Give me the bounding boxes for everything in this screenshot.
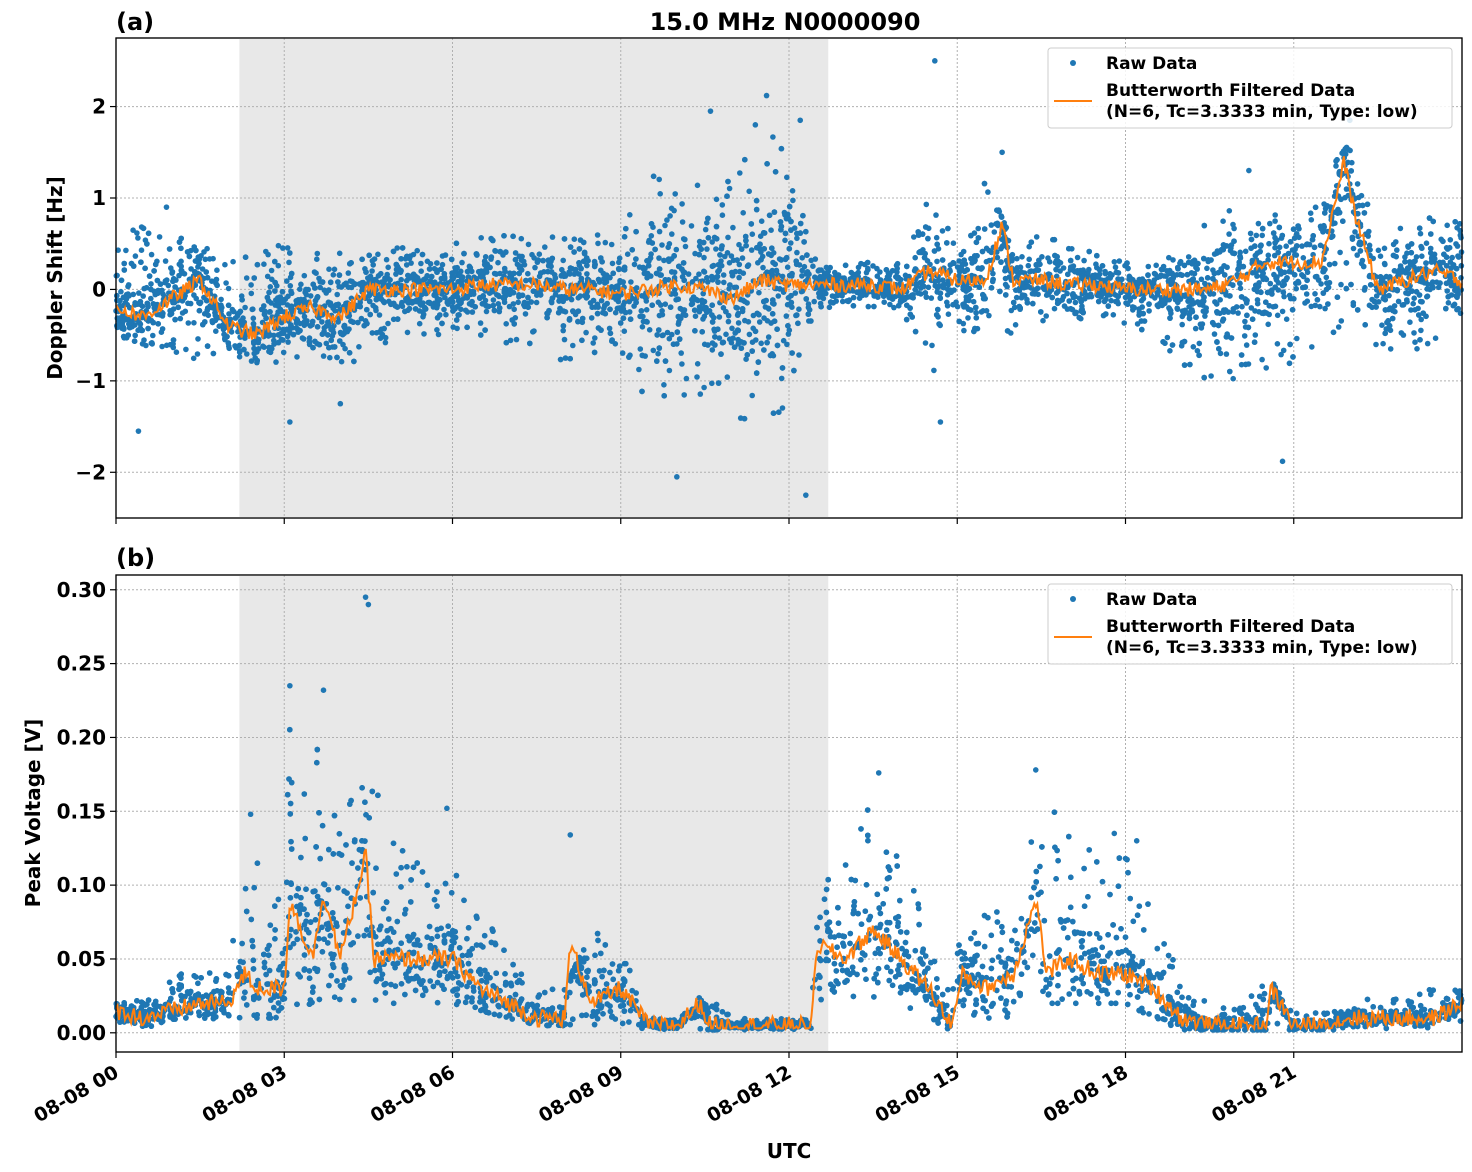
panel-b-filtered-series xyxy=(115,848,1463,1033)
raw-outlier-point xyxy=(752,122,759,128)
panel-b-legend-raw-marker xyxy=(1070,596,1076,602)
y-tick-label: 2 xyxy=(92,95,106,119)
filtered-data-line xyxy=(115,848,1463,1033)
raw-outlier-point xyxy=(362,594,369,600)
x-tick-label: 08-08 12 xyxy=(703,1061,795,1127)
raw-outlier-point xyxy=(247,811,254,818)
y-tick-label: 0.20 xyxy=(57,725,106,749)
raw-outlier-point xyxy=(287,419,293,425)
raw-outlier-point xyxy=(1246,167,1252,174)
panel-b-legend-filtered-label: Butterworth Filtered Data xyxy=(1106,617,1355,637)
panel-b-legend-filtered-params: (N=6, Tc=3.3333 min, Type: low) xyxy=(1106,638,1418,658)
raw-outlier-point xyxy=(135,428,142,434)
raw-outlier-point xyxy=(803,492,809,498)
panel-b-night-shading xyxy=(239,575,829,1052)
x-axis-label: UTC xyxy=(767,1139,812,1163)
raw-outlier-point xyxy=(287,682,293,689)
raw-outlier-point xyxy=(320,687,327,693)
y-tick-label: 0.05 xyxy=(57,947,106,971)
filtered-data-line xyxy=(115,156,1463,341)
y-tick-label: 0.30 xyxy=(57,578,106,602)
y-tick-label: −2 xyxy=(75,460,106,484)
panel-a-ticks: −2 −1 0 1 2 xyxy=(75,95,1295,524)
y-tick-label: 0.15 xyxy=(57,799,106,823)
raw-outlier-point xyxy=(707,108,714,114)
panel-a-legend-filtered-params: (N=6, Tc=3.3333 min, Type: low) xyxy=(1106,102,1418,122)
raw-outlier-point xyxy=(1111,830,1118,837)
raw-outlier-point xyxy=(365,601,372,608)
x-tick-label: 08-08 06 xyxy=(367,1061,459,1127)
raw-outlier-point xyxy=(999,149,1005,156)
y-tick-label: 0.10 xyxy=(57,873,106,897)
panel-b-ylabel: Peak Voltage [V] xyxy=(21,719,45,908)
raw-outlier-point xyxy=(763,92,770,99)
x-tick-label: 08-08 15 xyxy=(871,1061,963,1127)
y-tick-label: 0.00 xyxy=(57,1021,106,1045)
raw-outlier-point xyxy=(797,117,804,124)
raw-outlier-point xyxy=(1032,767,1039,773)
panel-a-legend-filtered-label: Butterworth Filtered Data xyxy=(1106,81,1355,101)
y-tick-label: 0 xyxy=(92,277,106,301)
panel-b-legend: Raw Data Butterworth Filtered Data (N=6,… xyxy=(1047,583,1453,665)
raw-outlier-point xyxy=(937,419,944,425)
x-tick-label: 08-08 03 xyxy=(198,1061,290,1127)
raw-outlier-point xyxy=(444,805,450,812)
panel-a-filtered-series xyxy=(115,156,1463,341)
panel-a-legend-raw-marker xyxy=(1070,60,1076,66)
raw-outlier-point xyxy=(1122,855,1129,862)
y-tick-label: −1 xyxy=(75,369,106,393)
panel-b-legend-raw-label: Raw Data xyxy=(1106,590,1197,610)
x-tick-label: 08-08 09 xyxy=(535,1061,627,1127)
panel-b-legend-box xyxy=(1047,583,1453,665)
raw-outlier-point xyxy=(1279,458,1286,465)
x-tick-label: 08-08 18 xyxy=(1040,1061,1132,1127)
x-tick-label: 08-08 21 xyxy=(1208,1061,1300,1127)
raw-outlier-point xyxy=(337,400,344,407)
panel-a-legend-raw-label: Raw Data xyxy=(1106,54,1197,74)
panel-b-border xyxy=(115,574,1463,1053)
panel-a-border xyxy=(115,37,1463,519)
raw-outlier-point xyxy=(1133,838,1140,844)
raw-outlier-point xyxy=(163,204,170,210)
y-tick-label: 0.25 xyxy=(57,652,106,676)
panel-a-doppler: −2 −1 0 1 2 (a) 15.0 MHz N0000090 Doppler Sh… xyxy=(43,8,1465,524)
raw-outlier-point xyxy=(875,770,882,776)
raw-outlier-point xyxy=(674,474,680,480)
panel-a-raw-data-series xyxy=(113,58,1465,498)
raw-outlier-point xyxy=(567,832,574,838)
panel-a-ylabel: Doppler Shift [Hz] xyxy=(43,176,67,380)
night-shade-band xyxy=(239,575,829,1052)
raw-data-points xyxy=(113,134,1465,422)
y-tick-label: 1 xyxy=(92,186,106,210)
x-tick-label: 08-08 00 xyxy=(30,1061,122,1127)
raw-outlier-point xyxy=(932,58,938,64)
panel-a-legend-box xyxy=(1047,47,1453,129)
panel-a-legend: Raw Data Butterworth Filtered Data (N=6,… xyxy=(1047,47,1453,129)
chart-title: 15.0 MHz N0000090 xyxy=(650,8,921,36)
panel-b-label: (b) xyxy=(116,544,155,572)
panel-a-label: (a) xyxy=(116,8,154,36)
panel-b-voltage: 08-08 00 08-08 03 08-08 06 08-08 09 08-08 12… xyxy=(21,544,1465,1163)
